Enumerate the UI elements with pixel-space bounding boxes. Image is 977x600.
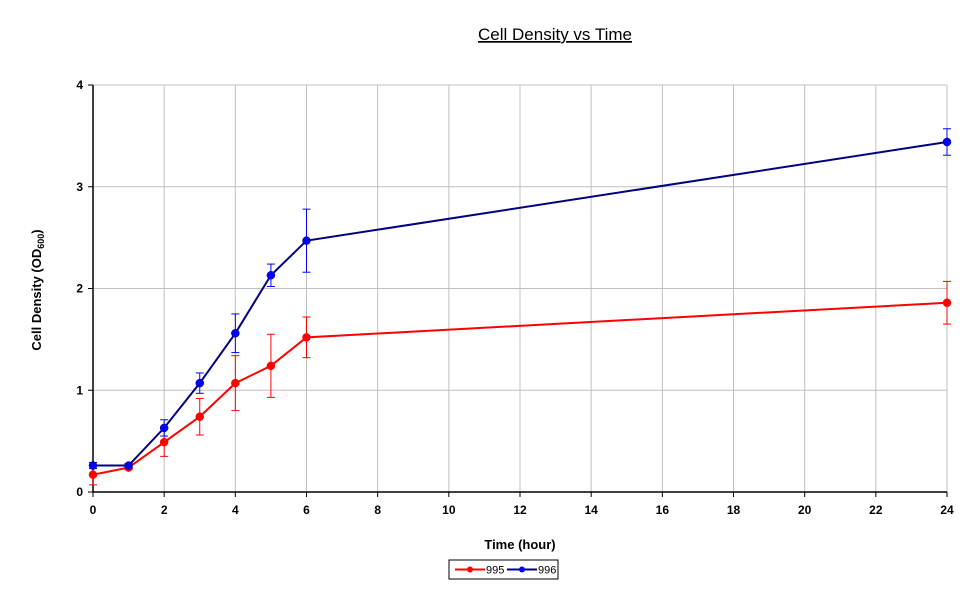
data-point [266, 271, 276, 280]
legend-marker [519, 566, 525, 573]
chart-title: Cell Density vs Time [478, 25, 632, 44]
x-tick-label: 2 [161, 503, 168, 517]
data-point [124, 461, 133, 470]
data-point [88, 470, 98, 479]
x-tick-label: 20 [798, 503, 812, 517]
data-point [159, 437, 169, 447]
x-tick-label: 24 [940, 503, 954, 517]
legend: 995 996 [448, 559, 559, 580]
x-tick-label: 6 [303, 503, 310, 517]
y-tick-label: 2 [76, 282, 83, 296]
data-point [88, 461, 98, 470]
x-tick-label: 16 [656, 503, 670, 517]
x-tick-label: 0 [90, 503, 97, 517]
series-line [92, 301, 948, 476]
x-axis-label: Time (hour) [484, 537, 555, 552]
series-996 [88, 128, 952, 470]
legend-label: 996 [538, 565, 556, 577]
x-tick-label: 18 [727, 503, 741, 517]
y-tick-label: 0 [76, 485, 83, 499]
data-point [302, 236, 311, 245]
x-tick-label: 22 [869, 503, 883, 517]
legend-marker [467, 566, 473, 573]
data-point [195, 412, 204, 421]
data-point [159, 423, 169, 433]
y-tick-label: 3 [76, 180, 83, 194]
data-point [231, 329, 240, 338]
x-tick-label: 8 [374, 503, 381, 517]
legend-label: 995 [486, 565, 504, 577]
x-tick-label: 4 [232, 503, 239, 517]
data-point [942, 137, 952, 147]
series-line [93, 140, 948, 467]
x-tick-label: 12 [513, 503, 527, 517]
y-tick-label: 1 [76, 383, 83, 397]
y-axis-label: Cell Density (OD600) [29, 229, 46, 350]
data-point [302, 333, 311, 342]
x-tick-label: 10 [442, 503, 456, 517]
data-point [942, 298, 952, 307]
data-point [195, 378, 204, 388]
data-point [266, 361, 276, 371]
data-point [231, 378, 240, 388]
y-tick-label: 4 [76, 78, 83, 92]
x-tick-label: 14 [584, 503, 598, 517]
